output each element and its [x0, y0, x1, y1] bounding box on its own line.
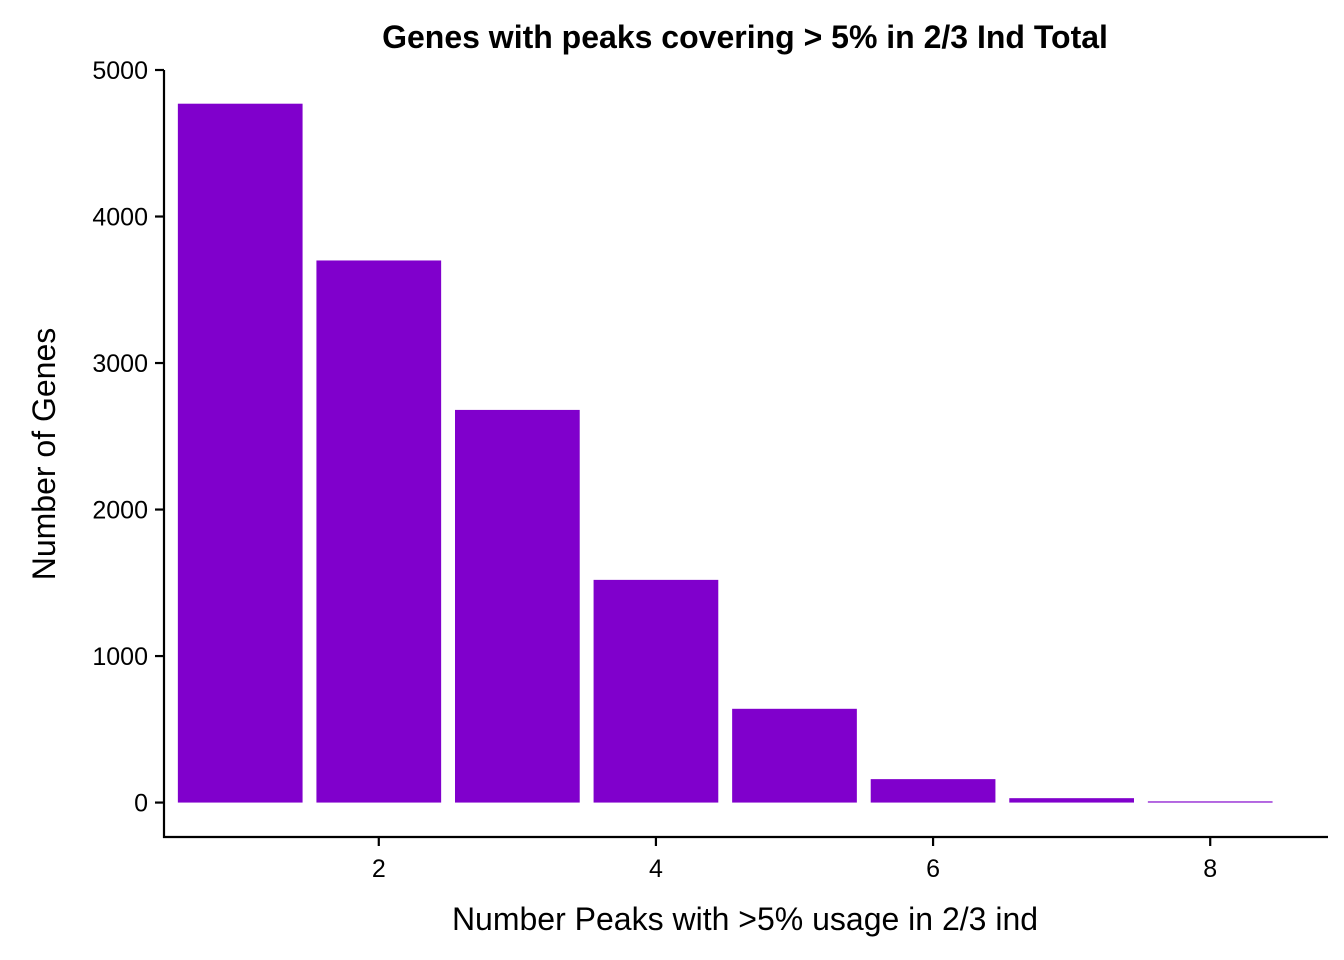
bar-3: [455, 409, 580, 803]
y-axis-label: Number of Genes: [26, 328, 62, 581]
bars-layer: [177, 103, 1273, 803]
x-tick-label: 6: [926, 855, 940, 883]
x-tick-label: 4: [649, 855, 663, 883]
bar-7: [1009, 798, 1134, 803]
bar-2: [316, 260, 442, 803]
bar-6: [870, 779, 996, 803]
y-tick-label: 5000: [92, 57, 148, 85]
bar-8: [1147, 801, 1273, 803]
y-tick-label: 4000: [92, 204, 148, 232]
x-tick-label: 8: [1203, 855, 1217, 883]
y-axis-ticks: 0 1000 2000 3000 4000 5000: [92, 57, 164, 818]
y-tick-label: 1000: [92, 643, 148, 671]
chart-title: Genes with peaks covering > 5% in 2/3 In…: [382, 19, 1108, 55]
x-tick-label: 2: [372, 855, 386, 883]
bar-1: [177, 103, 303, 803]
x-axis-label: Number Peaks with >5% usage in 2/3 ind: [452, 901, 1038, 937]
bar-5: [732, 708, 857, 803]
y-tick-label: 0: [134, 790, 148, 818]
bar-4: [593, 579, 719, 803]
y-tick-label: 3000: [92, 350, 148, 378]
y-tick-label: 2000: [92, 497, 148, 525]
x-axis-ticks: 2 4 6 8: [372, 837, 1217, 883]
